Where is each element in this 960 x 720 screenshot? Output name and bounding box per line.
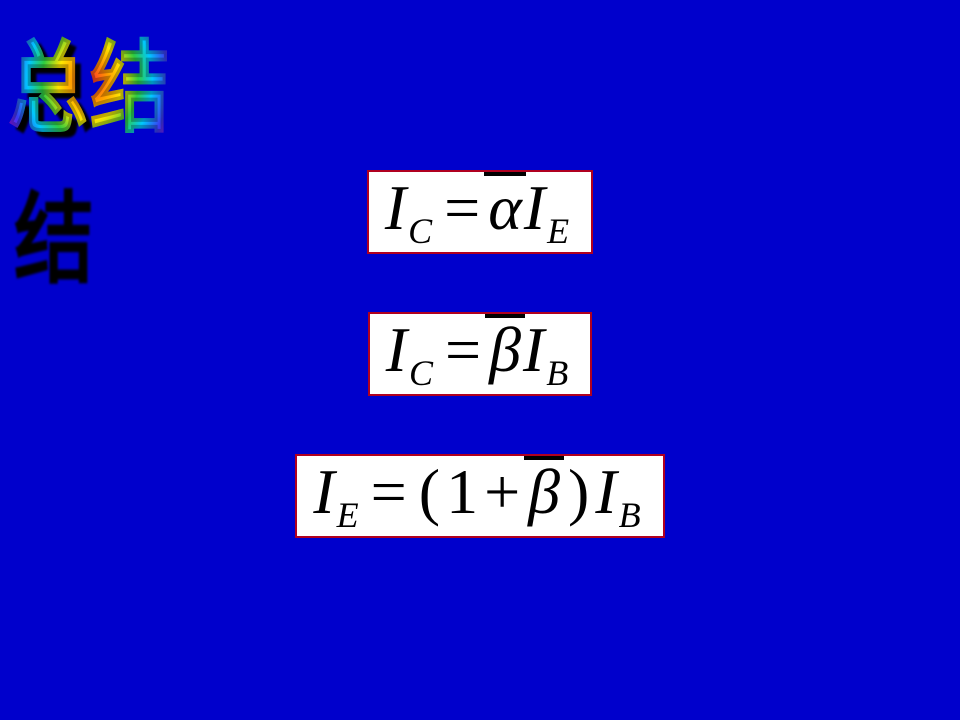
equation-3: I E = ( 1 + β ) I B bbox=[313, 460, 646, 524]
equations-column: I C = α I E I C = β I B I E = ( 1 + β ) bbox=[0, 170, 960, 538]
equation-box-2: I C = β I B bbox=[368, 312, 593, 396]
eq3-beta-bar: β bbox=[526, 460, 562, 524]
eq2-lhs-var: I bbox=[386, 318, 407, 382]
eq3-equals: = bbox=[365, 460, 413, 524]
eq1-equals: = bbox=[438, 176, 486, 240]
eq3-left-paren: ( bbox=[413, 460, 446, 524]
eq2-equals: = bbox=[439, 318, 487, 382]
equation-2: I C = β I B bbox=[386, 318, 575, 382]
eq3-plus: + bbox=[478, 460, 526, 524]
eq3-rhs-var: I bbox=[595, 460, 616, 524]
eq1-lhs-sub: C bbox=[406, 213, 438, 249]
eq3-rhs-sub: B bbox=[617, 497, 647, 533]
eq2-rhs-var: I bbox=[523, 318, 544, 382]
eq1-rhs-var: I bbox=[524, 176, 545, 240]
equation-box-1: I C = α I E bbox=[367, 170, 593, 254]
equation-1: I C = α I E bbox=[385, 176, 575, 240]
eq1-alpha-bar: α bbox=[486, 176, 524, 240]
eq2-beta-bar: β bbox=[487, 318, 523, 382]
eq3-one: 1 bbox=[446, 460, 478, 524]
eq3-lhs-var: I bbox=[313, 460, 334, 524]
eq1-rhs-sub: E bbox=[545, 213, 575, 249]
eq3-lhs-sub: E bbox=[335, 497, 365, 533]
eq2-lhs-sub: C bbox=[407, 355, 439, 391]
equation-box-3: I E = ( 1 + β ) I B bbox=[295, 454, 664, 538]
page-title: 总结 总结 bbox=[8, 8, 172, 124]
eq2-rhs-sub: B bbox=[544, 355, 574, 391]
page-title-text: 总结 bbox=[8, 8, 172, 153]
eq3-right-paren: ) bbox=[562, 460, 595, 524]
eq1-lhs-var: I bbox=[385, 176, 406, 240]
